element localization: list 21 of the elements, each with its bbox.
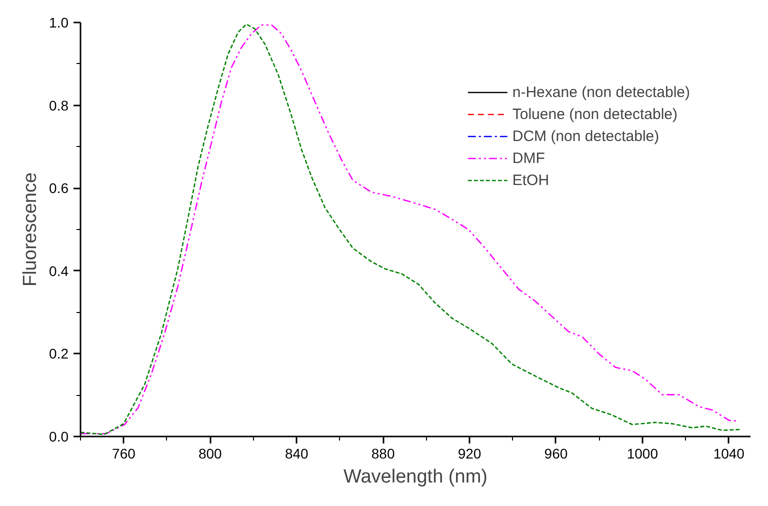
x-tick-label: 800: [198, 446, 222, 462]
y-tick-label: 0.4: [49, 262, 69, 279]
x-tick-label: 760: [112, 446, 136, 462]
legend-label: DCM (non detectable): [512, 128, 660, 144]
x-axis-title: Wavelength (nm): [344, 466, 488, 488]
legend-label: DMF: [512, 150, 545, 166]
y-tick-label: 0.8: [49, 97, 69, 114]
y-tick-label: 0.2: [49, 346, 69, 362]
x-tick-label: 840: [284, 446, 309, 462]
legend-label: Toluene (non detectable): [512, 106, 678, 122]
y-tick-label: 0.0: [49, 428, 69, 444]
x-tick-label: 1040: [713, 446, 745, 462]
x-tick-label: 880: [371, 446, 395, 462]
y-tick-label: 0.6: [49, 180, 69, 196]
y-axis-title: Fluorescence: [20, 172, 42, 287]
x-tick-label: 1000: [626, 446, 658, 462]
legend-label: n-Hexane (non detectable): [512, 84, 690, 100]
x-tick-label: 920: [458, 446, 482, 462]
x-tick-label: 960: [544, 446, 568, 462]
y-tick-label: 1.0: [49, 14, 69, 30]
legend-label: EtOH: [512, 172, 550, 188]
